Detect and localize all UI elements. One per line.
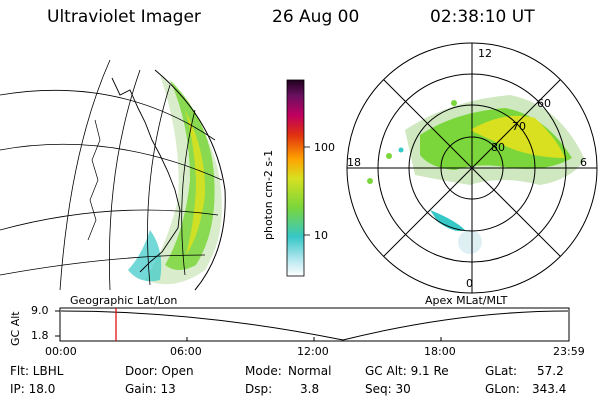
info-dsp-value: 3.8 <box>300 382 320 396</box>
colorbar-tick-label-10: 10 <box>314 229 328 242</box>
polar-aurora-high <box>470 115 565 158</box>
info-dsp-label: Dsp: <box>245 382 273 396</box>
polar-dot-4 <box>398 147 404 153</box>
lat-label-80: 80 <box>491 141 505 154</box>
lat-label-70: 70 <box>512 120 526 133</box>
altitude-curve <box>60 310 569 341</box>
colorbar-tick-label-100: 100 <box>314 141 335 154</box>
earth-limb <box>154 69 226 291</box>
polar-dot-2 <box>367 178 373 184</box>
altitude-ylabel: GC Alt <box>9 311 22 346</box>
mlt-label-18: 18 <box>347 156 361 169</box>
geo-aurora-mid <box>165 80 215 270</box>
info-mode-label: Mode: <box>245 364 282 378</box>
xtick-label-0000: 00:00 <box>45 345 77 358</box>
info-door: Door: Open <box>125 364 194 378</box>
geographic-caption: Geographic Lat/Lon <box>70 294 178 307</box>
polar-dot-3 <box>451 100 457 106</box>
xtick-label-0600: 06:00 <box>170 345 202 358</box>
xtick-label-2359: 23:59 <box>553 345 585 358</box>
mlt-label-0: 0 <box>466 277 473 290</box>
altitude-ytick-label-18: 1.8 <box>31 329 49 342</box>
colorbar-label: photon cm-2 s-1 <box>262 149 275 240</box>
geo-aurora-edge <box>128 230 162 282</box>
app-title: Ultraviolet Imager <box>47 7 201 27</box>
info-ip: IP: 18.0 <box>10 382 56 396</box>
parallel-line-3 <box>0 209 219 231</box>
geo-aurora-high <box>185 110 206 255</box>
info-mode-value: Normal <box>288 364 332 378</box>
parallel-line-1 <box>0 89 216 141</box>
parallel-line-4 <box>0 254 206 276</box>
info-filter: Flt: LBHL <box>10 364 64 378</box>
info-glon-label: GLon: <box>485 382 520 396</box>
polar-panel <box>346 42 598 294</box>
altitude-plot <box>55 307 570 342</box>
xtick-label-1800: 18:00 <box>424 345 456 358</box>
polar-axis-diag-2 <box>383 79 561 257</box>
mlt-label-12: 12 <box>478 47 492 60</box>
polar-aurora-patch <box>430 210 465 231</box>
colorbar <box>286 79 305 277</box>
xtick-label-1200: 12:00 <box>297 345 329 358</box>
polar-caption: Apex MLat/MLT <box>425 294 508 307</box>
polar-dot-1 <box>386 153 392 159</box>
info-seq: Seq: 30 <box>365 382 411 396</box>
info-glat-label: GLat: <box>485 364 518 378</box>
geo-panel-bg <box>0 58 268 290</box>
header-date: 26 Aug 00 <box>272 7 360 27</box>
info-glat-value: 57.2 <box>537 364 564 378</box>
coastline <box>111 77 181 273</box>
info-gain: Gain: 13 <box>125 382 176 396</box>
parallel-line-2 <box>0 143 223 181</box>
coastline-west <box>87 119 101 241</box>
meridian-line-3 <box>147 84 171 286</box>
mlt-label-6: 6 <box>580 156 587 169</box>
info-gc-alt: GC Alt: 9.1 Re <box>365 364 449 378</box>
lat-label-60: 60 <box>537 97 551 110</box>
altitude-ytick-label-9: 9.0 <box>31 304 49 317</box>
meridian-line-1 <box>59 59 111 291</box>
header-time: 02:38:10 UT <box>430 7 535 27</box>
polar-aurora-diffuse <box>458 230 482 254</box>
geographic-panel <box>0 58 268 291</box>
info-glon-value: 343.4 <box>532 382 567 396</box>
